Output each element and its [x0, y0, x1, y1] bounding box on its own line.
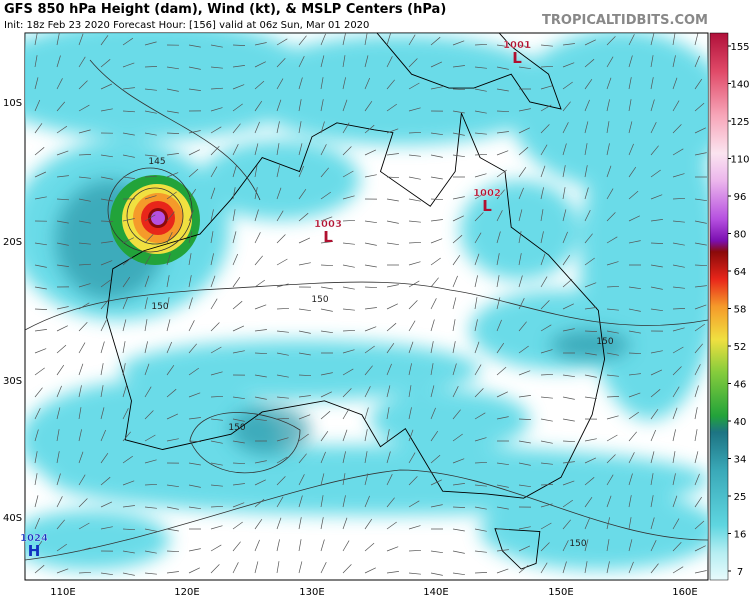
- center-symbol: L: [482, 197, 492, 215]
- colorbar-label: 16: [734, 530, 747, 541]
- contour-label: 150: [596, 337, 613, 347]
- colorbar-label: 46: [734, 380, 747, 391]
- colorbar-label: 40: [734, 417, 747, 428]
- colorbar-label: 58: [734, 305, 747, 316]
- colorbar: [709, 32, 729, 581]
- colorbar-label: 125: [730, 117, 749, 128]
- lat-label: 10S: [3, 98, 22, 109]
- colorbar-label: 155: [730, 42, 749, 53]
- colorbar-label: 140: [730, 80, 749, 91]
- colorbar-label: 64: [734, 267, 747, 278]
- lat-label: 20S: [3, 237, 22, 248]
- colorbar-label: 52: [734, 342, 747, 353]
- lon-label: 140E: [423, 587, 448, 598]
- lon-label: 150E: [548, 587, 573, 598]
- center-symbol: L: [512, 49, 522, 67]
- colorbar-label: 34: [734, 455, 747, 466]
- subtitle: Init: 18z Feb 23 2020 Forecast Hour: [15…: [4, 20, 369, 31]
- contour-label: 150: [569, 539, 586, 549]
- lat-label: 40S: [3, 513, 22, 524]
- colorbar-label: 80: [734, 230, 747, 241]
- lon-label: 120E: [174, 587, 199, 598]
- contour-label: 150: [228, 423, 245, 433]
- contour-label: 150: [311, 295, 328, 305]
- center-value: 1003: [314, 219, 342, 230]
- contour-label: 145: [148, 157, 165, 167]
- center-value: 1002: [473, 188, 501, 199]
- lat-label: 30S: [3, 376, 22, 387]
- wind-shading: [25, 33, 708, 576]
- site-name: TROPICALTIDBITS.COM: [542, 13, 708, 28]
- title: GFS 850 hPa Height (dam), Wind (kt), & M…: [4, 2, 446, 17]
- colorbar-label: 7: [737, 567, 743, 578]
- center-value: 1024: [20, 533, 48, 544]
- center-symbol: H: [28, 542, 41, 560]
- lon-label: 130E: [299, 587, 324, 598]
- colorbar-label: 96: [734, 192, 747, 203]
- contour-label: 150: [151, 302, 168, 312]
- center-symbol: L: [323, 228, 333, 246]
- lon-label: 160E: [672, 587, 697, 598]
- center-value: 1001: [503, 40, 531, 51]
- colorbar-label: 110: [730, 155, 749, 166]
- colorbar-label: 25: [734, 492, 747, 503]
- lon-label: 110E: [50, 587, 75, 598]
